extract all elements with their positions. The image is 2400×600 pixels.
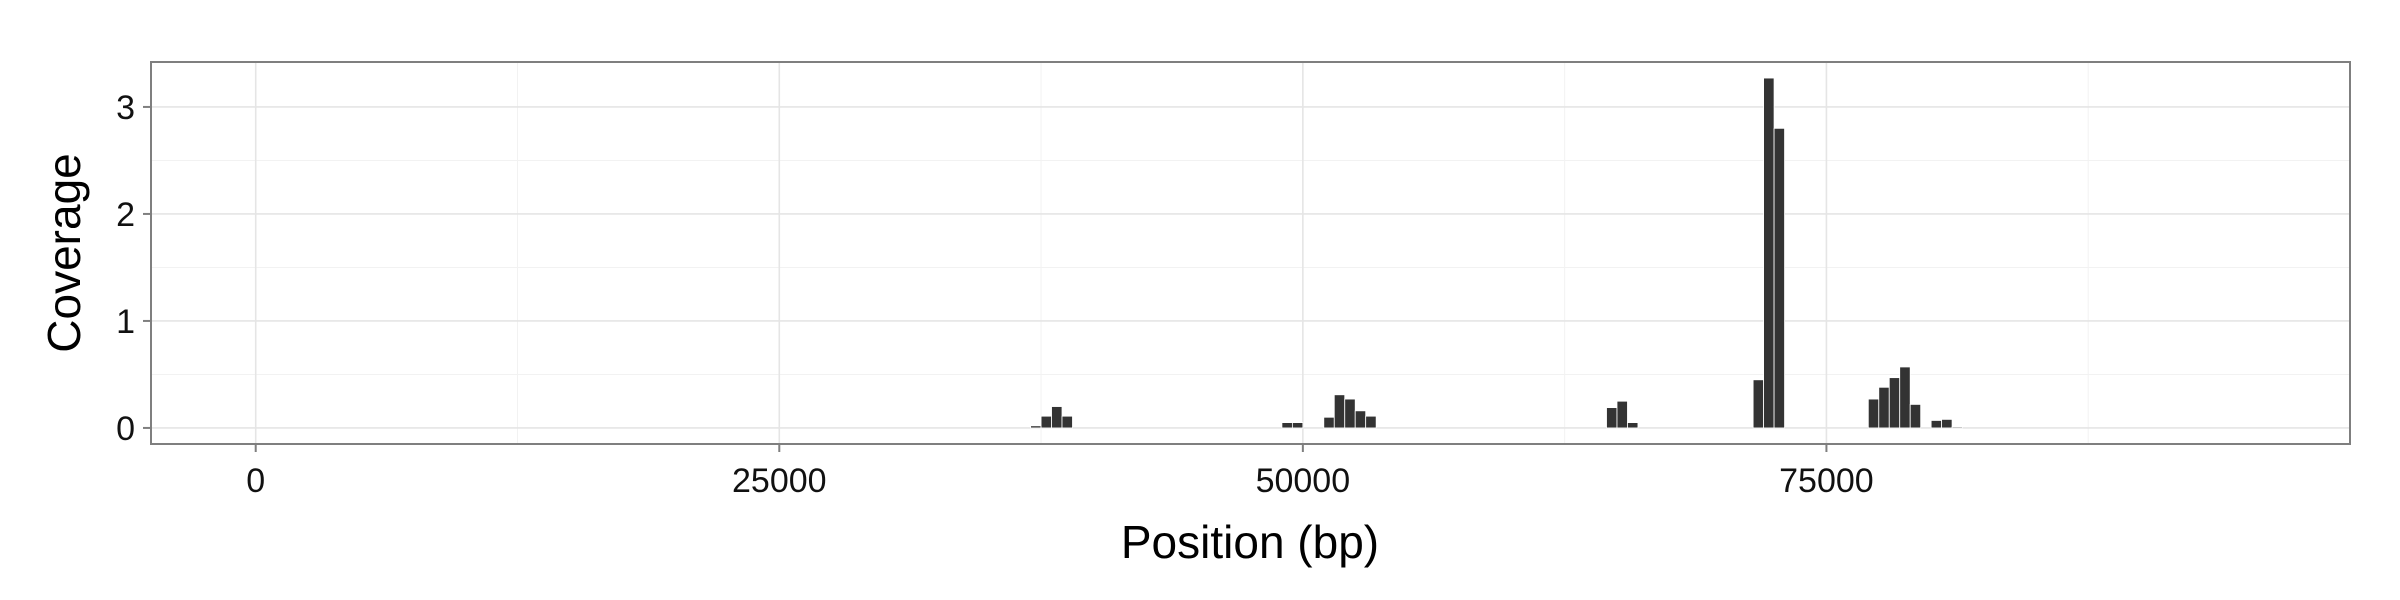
bars bbox=[1030, 77, 1963, 429]
panel-border bbox=[150, 61, 2351, 445]
coverage-bar bbox=[1627, 422, 1639, 429]
coverage-bar bbox=[1291, 422, 1304, 429]
y-tick-label: 3 bbox=[116, 89, 135, 127]
coverage-bar bbox=[1323, 416, 1335, 429]
coverage-bar bbox=[1878, 386, 1890, 429]
coverage-bar bbox=[1333, 394, 1346, 429]
coverage-bar bbox=[1061, 415, 1073, 429]
coverage-bar bbox=[1951, 426, 1963, 429]
x-tick-label: 75000 bbox=[1779, 462, 1874, 500]
coverage-bar bbox=[1899, 366, 1911, 429]
y-tick-label: 1 bbox=[116, 303, 135, 341]
coverage-bar bbox=[1606, 407, 1618, 429]
coverage-bar bbox=[1909, 404, 1922, 429]
coverage-bar bbox=[1941, 418, 1953, 429]
coverage-bar bbox=[1616, 400, 1628, 429]
x-tick-label: 0 bbox=[246, 462, 265, 500]
y-axis-title: Coverage bbox=[38, 153, 90, 352]
coverage-bar bbox=[1040, 415, 1052, 429]
coverage-bar bbox=[1763, 77, 1775, 429]
x-axis-title: Position (bp) bbox=[1121, 516, 1379, 568]
y-tick-label: 0 bbox=[116, 410, 135, 448]
grid-lines bbox=[151, 62, 2350, 444]
coverage-bar bbox=[1930, 420, 1943, 429]
axes: 0 25000 50000 75000 0 1 2 3 bbox=[116, 89, 1874, 500]
y-tick-label: 2 bbox=[116, 196, 135, 234]
coverage-bar bbox=[1281, 422, 1293, 429]
plot-panel bbox=[151, 62, 2350, 444]
coverage-bar bbox=[1051, 406, 1063, 429]
coverage-bar bbox=[1354, 410, 1367, 429]
coverage-bar bbox=[1773, 127, 1785, 429]
x-tick-label: 50000 bbox=[1256, 462, 1351, 500]
coverage-bar bbox=[1888, 377, 1901, 429]
coverage-bar bbox=[1344, 398, 1356, 429]
coverage-bar bbox=[1365, 415, 1377, 429]
coverage-bar bbox=[1752, 379, 1764, 429]
coverage-bar bbox=[1030, 425, 1042, 429]
x-tick-label: 25000 bbox=[732, 462, 827, 500]
coverage-bar bbox=[1867, 398, 1880, 429]
